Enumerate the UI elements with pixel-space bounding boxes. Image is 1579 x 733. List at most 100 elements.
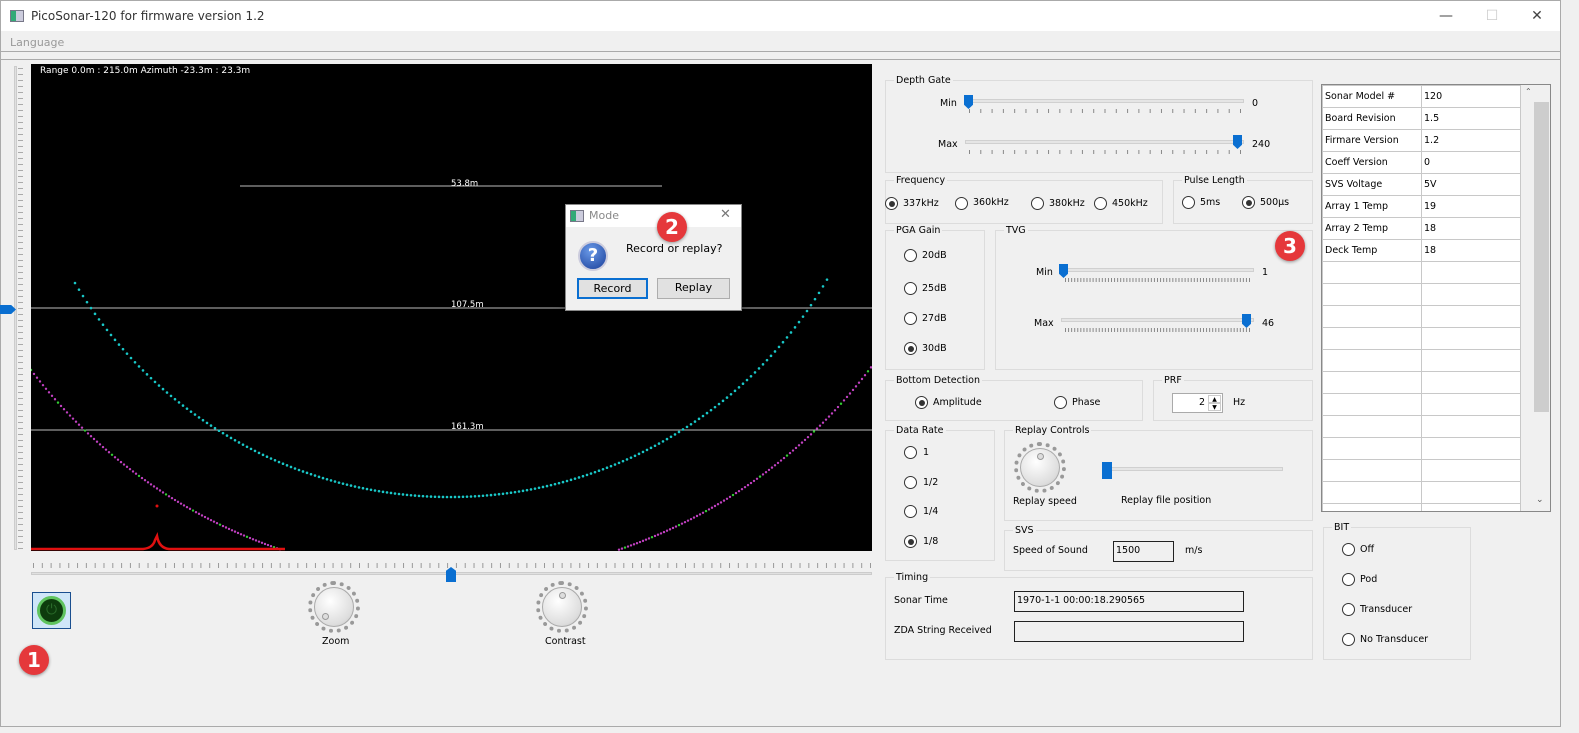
secondary-return-point (116, 458, 120, 461)
replay-position-handle[interactable] (1102, 462, 1112, 479)
bottom-return-point (153, 380, 157, 384)
zda-label: ZDA String Received (894, 625, 992, 636)
depth-max-slider[interactable] (965, 140, 1244, 144)
table-row[interactable] (1322, 481, 1521, 504)
bottom-radio-amplitude[interactable] (915, 396, 928, 409)
tvg-max-handle[interactable] (1242, 314, 1251, 328)
table-row[interactable]: SVS Voltage 5V (1322, 173, 1521, 196)
bottom-return-point (401, 493, 405, 496)
replay-position-slider[interactable] (1110, 467, 1283, 471)
frequency-radio-360[interactable] (955, 197, 968, 210)
pga-radio-27db[interactable] (904, 312, 917, 325)
vertical-slider-handle[interactable] (0, 305, 16, 314)
maximize-button[interactable]: ☐ (1485, 8, 1499, 24)
azimuth-slider-handle[interactable] (446, 567, 456, 582)
secondary-return-point (779, 459, 783, 462)
prf-spinbox[interactable]: 2 ▲ ▼ (1172, 393, 1223, 413)
contrast-knob[interactable] (536, 581, 588, 633)
bottom-return-point (369, 488, 373, 492)
secondary-return-point (833, 409, 837, 412)
replay-button[interactable]: Replay (657, 278, 730, 299)
zda-field[interactable] (1014, 621, 1244, 642)
minimize-button[interactable]: — (1439, 8, 1453, 24)
frequency-radio-450[interactable] (1094, 197, 1107, 210)
table-row[interactable]: Array 2 Temp 18 (1322, 217, 1521, 240)
depth-max-handle[interactable] (1233, 135, 1242, 149)
table-row[interactable] (1322, 327, 1521, 350)
table-cell-value: 19 (1421, 195, 1521, 218)
bottom-return-point (337, 481, 341, 484)
table-row[interactable]: Array 1 Temp 19 (1322, 195, 1521, 218)
replay-speed-knob[interactable] (1014, 442, 1066, 493)
bit-radio-transducer[interactable] (1342, 603, 1355, 616)
depth-min-handle[interactable] (964, 95, 973, 109)
data-rate-radio-1-4[interactable] (904, 505, 917, 518)
bottom-return-point (105, 328, 109, 332)
table-row[interactable] (1322, 437, 1521, 460)
data-rate-radio-1-8[interactable] (904, 535, 917, 548)
scrollbar-thumb[interactable] (1534, 102, 1549, 412)
table-cell (1421, 327, 1521, 350)
bit-radio-pod[interactable] (1342, 573, 1355, 586)
table-row[interactable] (1322, 261, 1521, 284)
bottom-return-point (205, 421, 209, 425)
scroll-up-icon[interactable]: ⌃ (1525, 87, 1532, 96)
table-row[interactable] (1322, 459, 1521, 482)
close-button[interactable]: ✕ (1531, 8, 1543, 24)
pulse-radio-500us[interactable] (1242, 196, 1255, 209)
bottom-return-point (549, 483, 553, 487)
tvg-max-slider[interactable] (1061, 318, 1254, 322)
pulse-radio-5ms[interactable] (1182, 196, 1195, 209)
power-button[interactable]: ⏻ (32, 592, 71, 629)
record-button[interactable]: Record (577, 278, 648, 299)
table-row[interactable] (1322, 503, 1521, 511)
pga-radio-25db[interactable] (904, 282, 917, 295)
table-row[interactable] (1322, 283, 1521, 306)
table-row[interactable] (1322, 393, 1521, 416)
spin-up-icon[interactable]: ▲ (1208, 395, 1221, 403)
table-row[interactable]: Firmare Version 1.2 (1322, 129, 1521, 152)
sonar-info-table[interactable]: Sonar Model #120 Board Revision 1.5 Firmare… (1321, 84, 1551, 512)
frequency-radio-337[interactable] (885, 197, 898, 210)
table-row[interactable]: Deck Temp 18 (1322, 239, 1521, 262)
menu-language[interactable]: Language (10, 36, 65, 49)
bottom-return-point (321, 476, 325, 480)
bottom-return-point (333, 480, 337, 483)
sonar-time-field[interactable]: 1970-1-1 00:00:18.290565 (1014, 591, 1244, 612)
secondary-return-point (827, 415, 831, 418)
table-row[interactable] (1322, 415, 1521, 438)
pga-radio-20db[interactable] (904, 249, 917, 262)
zoom-knob[interactable] (308, 581, 360, 633)
pga-radio-30db[interactable] (904, 342, 917, 355)
tvg-min-slider[interactable] (1061, 268, 1254, 272)
table-cell (1421, 305, 1521, 328)
table-scrollbar[interactable]: ⌃ ⌄ (1521, 85, 1550, 511)
spin-down-icon[interactable]: ▼ (1208, 403, 1221, 411)
table-row[interactable] (1322, 371, 1521, 394)
secondary-return-point (224, 526, 228, 529)
tvg-min-handle[interactable] (1059, 264, 1068, 278)
table-cell (1322, 305, 1422, 328)
group-title: Pulse Length (1182, 175, 1247, 186)
bottom-return-point (241, 443, 245, 446)
replay-speed-label: Replay speed (1013, 496, 1077, 507)
table-row[interactable] (1322, 305, 1521, 328)
bit-radio-no-transducer[interactable] (1342, 633, 1355, 646)
bit-radio-off[interactable] (1342, 543, 1355, 556)
table-row[interactable] (1322, 349, 1521, 372)
data-rate-radio-1-2[interactable] (904, 476, 917, 489)
frequency-radio-380[interactable] (1031, 197, 1044, 210)
bottom-return-point (421, 494, 425, 498)
speed-of-sound-input[interactable]: 1500 (1113, 541, 1174, 562)
bottom-return-point (449, 495, 453, 499)
scroll-down-icon[interactable]: ⌄ (1536, 495, 1544, 505)
table-row[interactable]: Sonar Model #120 (1322, 85, 1521, 108)
dialog-close-button[interactable]: ✕ (720, 207, 731, 222)
data-rate-radio-1[interactable] (904, 446, 917, 459)
depth-min-slider[interactable] (965, 99, 1244, 103)
sonar-display[interactable]: Range 0.0m : 215.0m Azimuth -23.3m : 23.… (31, 64, 872, 551)
vertical-range-slider[interactable] (14, 66, 17, 550)
table-row[interactable]: Board Revision 1.5 (1322, 107, 1521, 130)
table-row[interactable]: Coeff Version 0 (1322, 151, 1521, 174)
bottom-radio-phase[interactable] (1054, 396, 1067, 409)
